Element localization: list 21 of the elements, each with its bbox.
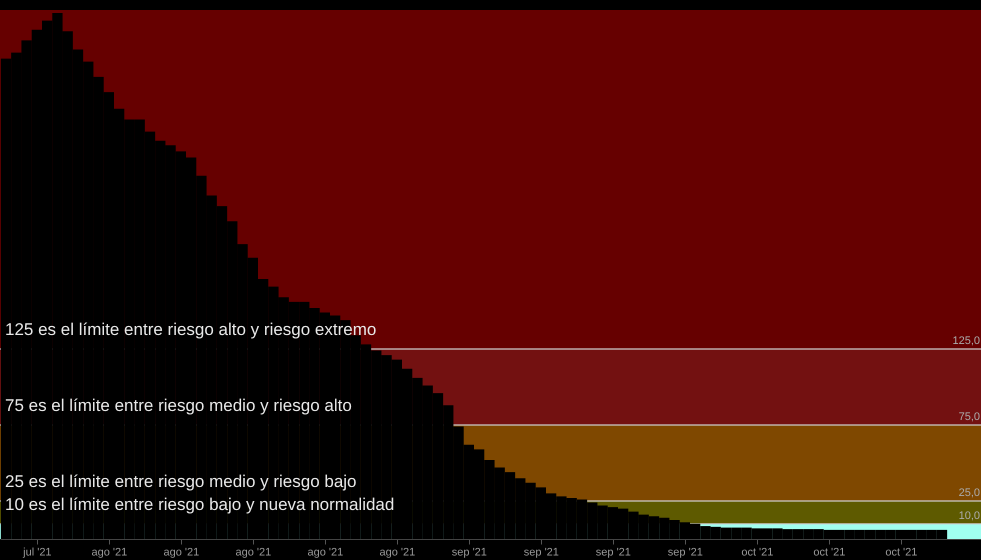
x-tick-label: jul '21	[22, 546, 52, 558]
annotation: 125 es el límite entre riesgo alto y riesgo extremo	[5, 320, 376, 339]
annotation: 75 es el límite entre riesgo medio y riesgo alto	[5, 396, 352, 415]
ref-line-label: 75,0	[958, 410, 980, 423]
x-tick-label: ago '21	[91, 546, 128, 558]
ref-line-label: 125,0	[952, 334, 980, 347]
ref-line-label: 25,0	[958, 486, 980, 499]
x-tick-label: ago '21	[307, 546, 344, 558]
ref-line-label: 10,0	[958, 510, 980, 522]
annotation: 25 es el límite entre riesgo medio y riesgo bajo	[5, 472, 357, 491]
x-tick-label: sep '21	[452, 546, 487, 558]
annotation: 10 es el límite entre riesgo bajo y nueva normalidad	[5, 494, 394, 514]
x-tick-label: oct '21	[813, 546, 846, 558]
x-tick-label: ago '21	[235, 546, 272, 558]
x-tick-label: oct '21	[885, 546, 918, 558]
x-tick-label: sep '21	[596, 546, 631, 558]
x-tick-label: sep '21	[524, 546, 559, 558]
x-tick-label: ago '21	[379, 546, 416, 558]
x-tick-label: ago '21	[163, 546, 200, 558]
x-tick-label: sep '21	[668, 546, 703, 558]
x-tick-label: oct '21	[741, 546, 774, 558]
